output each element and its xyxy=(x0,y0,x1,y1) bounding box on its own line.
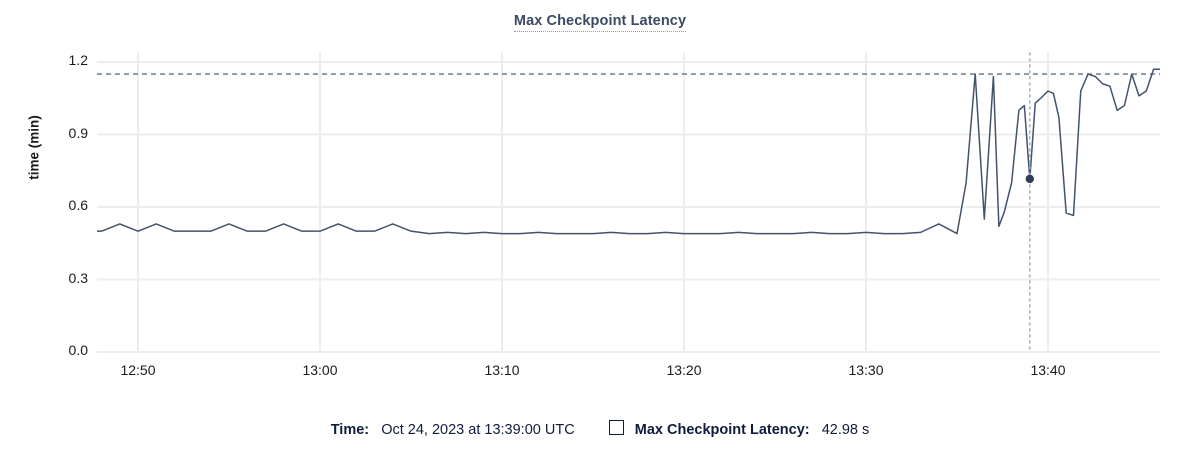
footer-series-value: 42.98 s xyxy=(821,422,870,438)
legend-swatch-icon xyxy=(608,420,624,435)
y-tick-label: 0.0 xyxy=(68,342,88,358)
horizontal-gridlines xyxy=(97,61,1160,353)
x-tick-label: 13:10 xyxy=(484,362,520,378)
series-line-max-checkpoint-latency xyxy=(97,68,1160,235)
footer-time-key: Time: xyxy=(330,422,370,438)
x-tick-label: 13:20 xyxy=(666,362,702,378)
y-axis-label: time (min) xyxy=(26,115,42,180)
x-tick-label: 13:30 xyxy=(848,362,884,378)
chart-title-text: Max Checkpoint Latency xyxy=(513,13,687,32)
vertical-gridlines xyxy=(137,52,1049,352)
x-tick-label: 13:40 xyxy=(1030,362,1066,378)
hover-data-point-marker[interactable] xyxy=(1025,174,1034,184)
x-tick-label: 13:00 xyxy=(302,362,338,378)
chart-title: Max Checkpoint Latency xyxy=(0,13,1200,32)
chart-footer: Time: Oct 24, 2023 at 13:39:00 UTC Max C… xyxy=(0,420,1200,438)
x-tick-label: 12:50 xyxy=(120,362,156,378)
plot-area xyxy=(97,40,1160,375)
footer-time-value: Oct 24, 2023 at 13:39:00 UTC xyxy=(381,422,575,438)
chart-svg xyxy=(97,52,1160,353)
y-tick-label: 0.3 xyxy=(68,269,88,286)
y-tick-label: 0.6 xyxy=(68,197,88,213)
footer-series-key: Max Checkpoint Latency: xyxy=(634,422,810,438)
y-tick-label: 0.9 xyxy=(68,124,88,141)
y-tick-label: 1.2 xyxy=(68,52,88,68)
